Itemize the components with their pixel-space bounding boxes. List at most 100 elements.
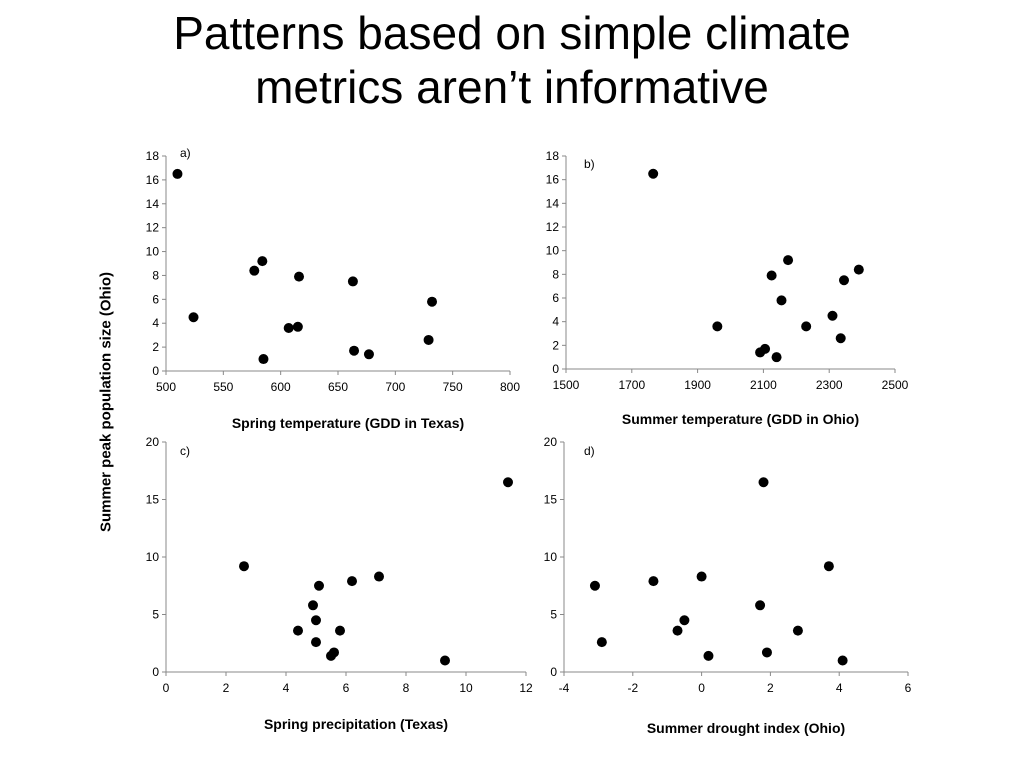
panel-a-y-tick-label: 8 (152, 268, 159, 282)
panel-b-x-tick-label: 1900 (684, 378, 711, 392)
panel-c-data-point (335, 625, 345, 636)
panel-b-y-tick-label: 4 (552, 315, 559, 329)
panel-c-x-tick-label: 10 (459, 681, 473, 695)
panel-a-data-point (363, 349, 374, 360)
panel-d-data-point (648, 576, 659, 587)
panel-d-x-tick-label: -4 (559, 681, 570, 695)
panel-b-x-tick-label: 1500 (553, 378, 580, 392)
panel-d-data-point (679, 615, 690, 626)
panel-b-data-point (783, 255, 794, 266)
panel-a-x-tick-label: 600 (271, 380, 291, 394)
panel-d-y-tick-label: 10 (544, 550, 558, 564)
panel-c-data-point (329, 647, 339, 658)
panel-a-data-point (249, 265, 260, 276)
panel-c-x-tick-label: 2 (223, 681, 230, 695)
panel-c-x-tick-label: 12 (519, 681, 533, 695)
panel-c-data-point (440, 655, 450, 666)
panel-a-y-tick-label: 2 (152, 340, 159, 354)
panel-a-x-tick-label: 800 (500, 380, 520, 394)
panel-a-data-point (349, 345, 360, 356)
panel-d-data-point (589, 580, 600, 591)
panel-d-data-point (758, 477, 769, 488)
panel-d-y-tick-label: 0 (550, 665, 557, 679)
panel-c-data-point (239, 561, 249, 572)
panel-d-data-point (755, 600, 766, 611)
panel-d-y-tick-label: 15 (544, 493, 558, 507)
panel-a-y-tick-label: 12 (146, 221, 160, 235)
panel-c-x-tick-label: 0 (163, 681, 170, 695)
panel-a-y-tick-label: 18 (146, 149, 160, 163)
panel-c-x-tick-label: 6 (343, 681, 350, 695)
slide-title: Patterns based on simple climate metrics… (0, 6, 1024, 114)
panel-a-x-tick-label: 550 (213, 380, 233, 394)
panel-a-data-point (292, 321, 303, 332)
panel-d-data-point (761, 647, 772, 658)
panel-a-x-tick-label: 650 (328, 380, 348, 394)
panel-b-data-point (801, 321, 812, 332)
panel-b-y-tick-label: 10 (546, 244, 560, 258)
panel-d-y-tick-label: 5 (550, 608, 557, 622)
panel-a-data-point (188, 312, 199, 323)
panel-b-label: b) (584, 157, 595, 171)
panel-b-data-point (760, 343, 771, 354)
panel-a-data-point (427, 296, 438, 307)
panel-c-y-tick-label: 20 (146, 435, 160, 449)
panel-b-y-tick-label: 18 (546, 149, 560, 163)
panel-d-data-point (792, 625, 803, 636)
panel-a-y-tick-label: 6 (152, 292, 159, 306)
panel-c-x-tick-label: 4 (283, 681, 290, 695)
panel-a-y-tick-label: 10 (146, 245, 160, 259)
panel-b-y-tick-label: 14 (546, 196, 560, 210)
panel-c-y-tick-label: 10 (146, 550, 160, 564)
panel-d-data-point (696, 571, 707, 582)
panel-b-x-tick-label: 1700 (618, 378, 645, 392)
panel-c-y-tick-label: 5 (152, 608, 159, 622)
panel-b-x-tick-label: 2300 (816, 378, 843, 392)
panel-c-data-point (503, 477, 513, 488)
panel-c-data-point (347, 576, 357, 587)
panel-a-data-point (347, 276, 358, 287)
panel-d-x-axis-title: Summer drought index (Ohio) (647, 720, 845, 736)
panel-b-y-tick-label: 6 (552, 291, 559, 305)
panel-a-data-point (423, 334, 434, 345)
panel-d-y-tick-label: 20 (544, 435, 558, 449)
panel-b-y-tick-label: 12 (546, 220, 560, 234)
panel-d-data-point (703, 650, 714, 661)
panel-a-data-point (258, 354, 269, 365)
panel-c-data-point (374, 571, 384, 582)
panel-b-data-point (835, 333, 846, 344)
panel-a-x-tick-label: 750 (443, 380, 463, 394)
panel-c-x-tick-label: 8 (403, 681, 410, 695)
panel-b-y-tick-label: 8 (552, 267, 559, 281)
panel-b-data-point (771, 352, 782, 363)
panel-a-x-tick-label: 500 (156, 380, 176, 394)
panel-c-y-tick-label: 15 (146, 493, 160, 507)
panel-d-data-point (837, 655, 848, 666)
panel-b-data-point (853, 264, 864, 275)
panel-b-data-point (839, 275, 850, 286)
panel-a-y-tick-label: 4 (152, 316, 159, 330)
panel-b-x-axis-title: Summer temperature (GDD in Ohio) (622, 411, 859, 427)
panel-c-y-tick-label: 0 (152, 665, 159, 679)
panel-a-data-point (283, 323, 294, 333)
panel-b-data-point (776, 295, 787, 306)
panel-a-y-tick-label: 0 (152, 364, 159, 378)
panel-b-data-point (648, 168, 659, 179)
panel-a-label: a) (180, 146, 191, 160)
panel-a-x-axis-title: Spring temperature (GDD in Texas) (232, 415, 464, 431)
panel-a-data-point (172, 168, 183, 179)
panel-b-x-tick-label: 2500 (882, 378, 909, 392)
panel-d-data-point (823, 561, 834, 572)
panel-c-label: c) (180, 444, 190, 458)
panel-b-data-point (712, 321, 723, 332)
panel-c-data-point (314, 580, 324, 591)
title-line-1: Patterns based on simple climate (173, 7, 851, 59)
panel-a-data-point (294, 271, 305, 282)
panel-d-x-tick-label: 4 (836, 681, 843, 695)
panel-b-y-tick-label: 16 (546, 173, 560, 187)
panel-a-y-tick-label: 14 (146, 197, 160, 211)
panel-a-y-tick-label: 16 (146, 173, 160, 187)
panel-b-data-point (766, 270, 777, 281)
panel-d-x-tick-label: 2 (767, 681, 774, 695)
